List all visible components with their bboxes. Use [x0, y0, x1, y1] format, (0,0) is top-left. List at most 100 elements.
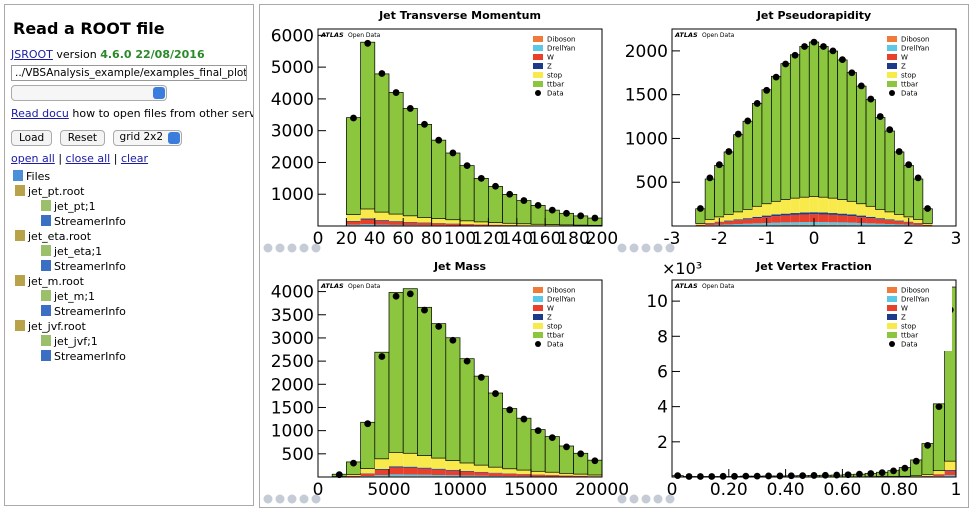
bar-segment	[488, 224, 503, 226]
bar-segment	[445, 475, 460, 477]
data-point	[534, 201, 542, 209]
bar-segment	[724, 214, 734, 221]
tree-item[interactable]: jet_jvf;1	[11, 334, 247, 349]
tree-file[interactable]: jet_pt.root	[11, 184, 247, 199]
bar-segment	[944, 475, 956, 477]
bar-segment	[403, 467, 418, 475]
legend-label: ttbar	[901, 81, 918, 89]
bar-segment	[799, 222, 810, 225]
tree-item[interactable]: jet_eta;1	[11, 244, 247, 259]
tree-item[interactable]: StreamerInfo	[11, 304, 247, 319]
bar-segment	[573, 475, 588, 477]
bar-segment	[733, 219, 743, 221]
bar-segment	[865, 99, 876, 207]
tree-item[interactable]: StreamerInfo	[11, 349, 247, 364]
bar-segment	[460, 224, 475, 226]
legend-label: W	[547, 54, 554, 62]
open-all-link[interactable]: open all	[11, 152, 55, 165]
data-point	[335, 471, 343, 479]
tree-item[interactable]: jet_m;1	[11, 289, 247, 304]
bar-segment	[733, 220, 743, 225]
bar-segment	[723, 151, 734, 215]
data-point	[895, 148, 903, 155]
reset-button[interactable]: Reset	[59, 130, 106, 146]
bar-segment	[374, 224, 389, 226]
bar-segment	[790, 213, 800, 215]
legend-swatch	[533, 332, 543, 338]
bar-segment	[502, 223, 517, 226]
legend-label: Diboson	[901, 287, 929, 295]
bar-segment	[431, 469, 446, 476]
bar-segment	[866, 218, 876, 224]
file-input[interactable]: ../VBSAnalysis_example/examples_final_pl…	[11, 65, 247, 81]
icon	[15, 230, 25, 241]
bar-segment	[459, 165, 475, 222]
bar-segment	[922, 224, 933, 226]
bar-segment	[932, 403, 945, 472]
load-button[interactable]: Load	[11, 130, 53, 146]
bar-segment	[913, 225, 923, 226]
bar-segment	[559, 475, 574, 477]
legend-label: Diboson	[547, 287, 575, 295]
data-point	[876, 113, 884, 120]
legend-swatch	[533, 314, 543, 320]
bar-segment	[360, 421, 376, 469]
bar-segment	[808, 41, 820, 197]
bar-segment	[752, 216, 762, 219]
tree-item[interactable]: jet_pt;1	[11, 199, 247, 214]
legend-swatch	[887, 36, 897, 42]
tree-root[interactable]: Files	[11, 169, 247, 184]
data-point	[801, 43, 808, 50]
bar-segment	[743, 219, 753, 224]
close-all-link[interactable]: close all	[65, 152, 111, 165]
bar-segment	[856, 203, 867, 216]
x-tick-label: 0.40	[767, 480, 805, 500]
tree-file[interactable]: jet_jvf.root	[11, 319, 247, 334]
experiment-label: ATLAS	[320, 282, 344, 290]
bar-segment	[488, 475, 503, 477]
bar-segment	[516, 470, 531, 475]
icon	[41, 350, 51, 361]
bar-segment	[771, 75, 782, 202]
tree-file[interactable]: jet_eta.root	[11, 229, 247, 244]
data-point	[763, 86, 771, 94]
bar-segment	[837, 213, 848, 216]
x-tick-label: 0	[809, 229, 820, 249]
bar-segment	[743, 209, 753, 219]
version: 4.6.0 22/08/2016	[100, 48, 205, 61]
bar-segment	[818, 214, 829, 223]
tree-item[interactable]: StreamerInfo	[11, 259, 247, 274]
toolbar-icon	[617, 243, 627, 253]
legend-label: stop	[901, 72, 917, 80]
toolbar-icon	[263, 494, 273, 504]
bar-segment	[780, 215, 791, 223]
layout-select[interactable]: grid 2x2	[112, 130, 183, 146]
data-point	[912, 457, 920, 465]
legend-label: DrellYan	[547, 296, 575, 304]
bar-segment	[374, 469, 389, 476]
bar-segment	[780, 213, 791, 216]
bar-segment	[733, 211, 743, 220]
bar-segment	[837, 222, 848, 226]
bar-segment	[488, 186, 503, 224]
data-point	[791, 51, 799, 59]
bar-segment	[780, 63, 791, 200]
x-tick-label: 0	[667, 480, 678, 500]
data-point	[697, 473, 704, 480]
icon	[41, 215, 51, 226]
bar-segment	[346, 475, 361, 477]
jsroot-link[interactable]: JSROOT	[11, 48, 53, 61]
docu-link[interactable]: Read docu	[11, 107, 69, 120]
bar-segment	[473, 178, 489, 223]
data-point	[856, 470, 863, 478]
bar-segment	[771, 214, 781, 217]
bar-segment	[388, 292, 404, 453]
bar-segment	[847, 214, 857, 217]
file-select[interactable]	[11, 85, 167, 101]
bar-segment	[837, 215, 848, 223]
tree-item[interactable]: StreamerInfo	[11, 214, 247, 229]
version-label: version	[56, 48, 97, 61]
data-point	[421, 120, 428, 128]
clear-link[interactable]: clear	[120, 152, 149, 165]
tree-file[interactable]: jet_m.root	[11, 274, 247, 289]
